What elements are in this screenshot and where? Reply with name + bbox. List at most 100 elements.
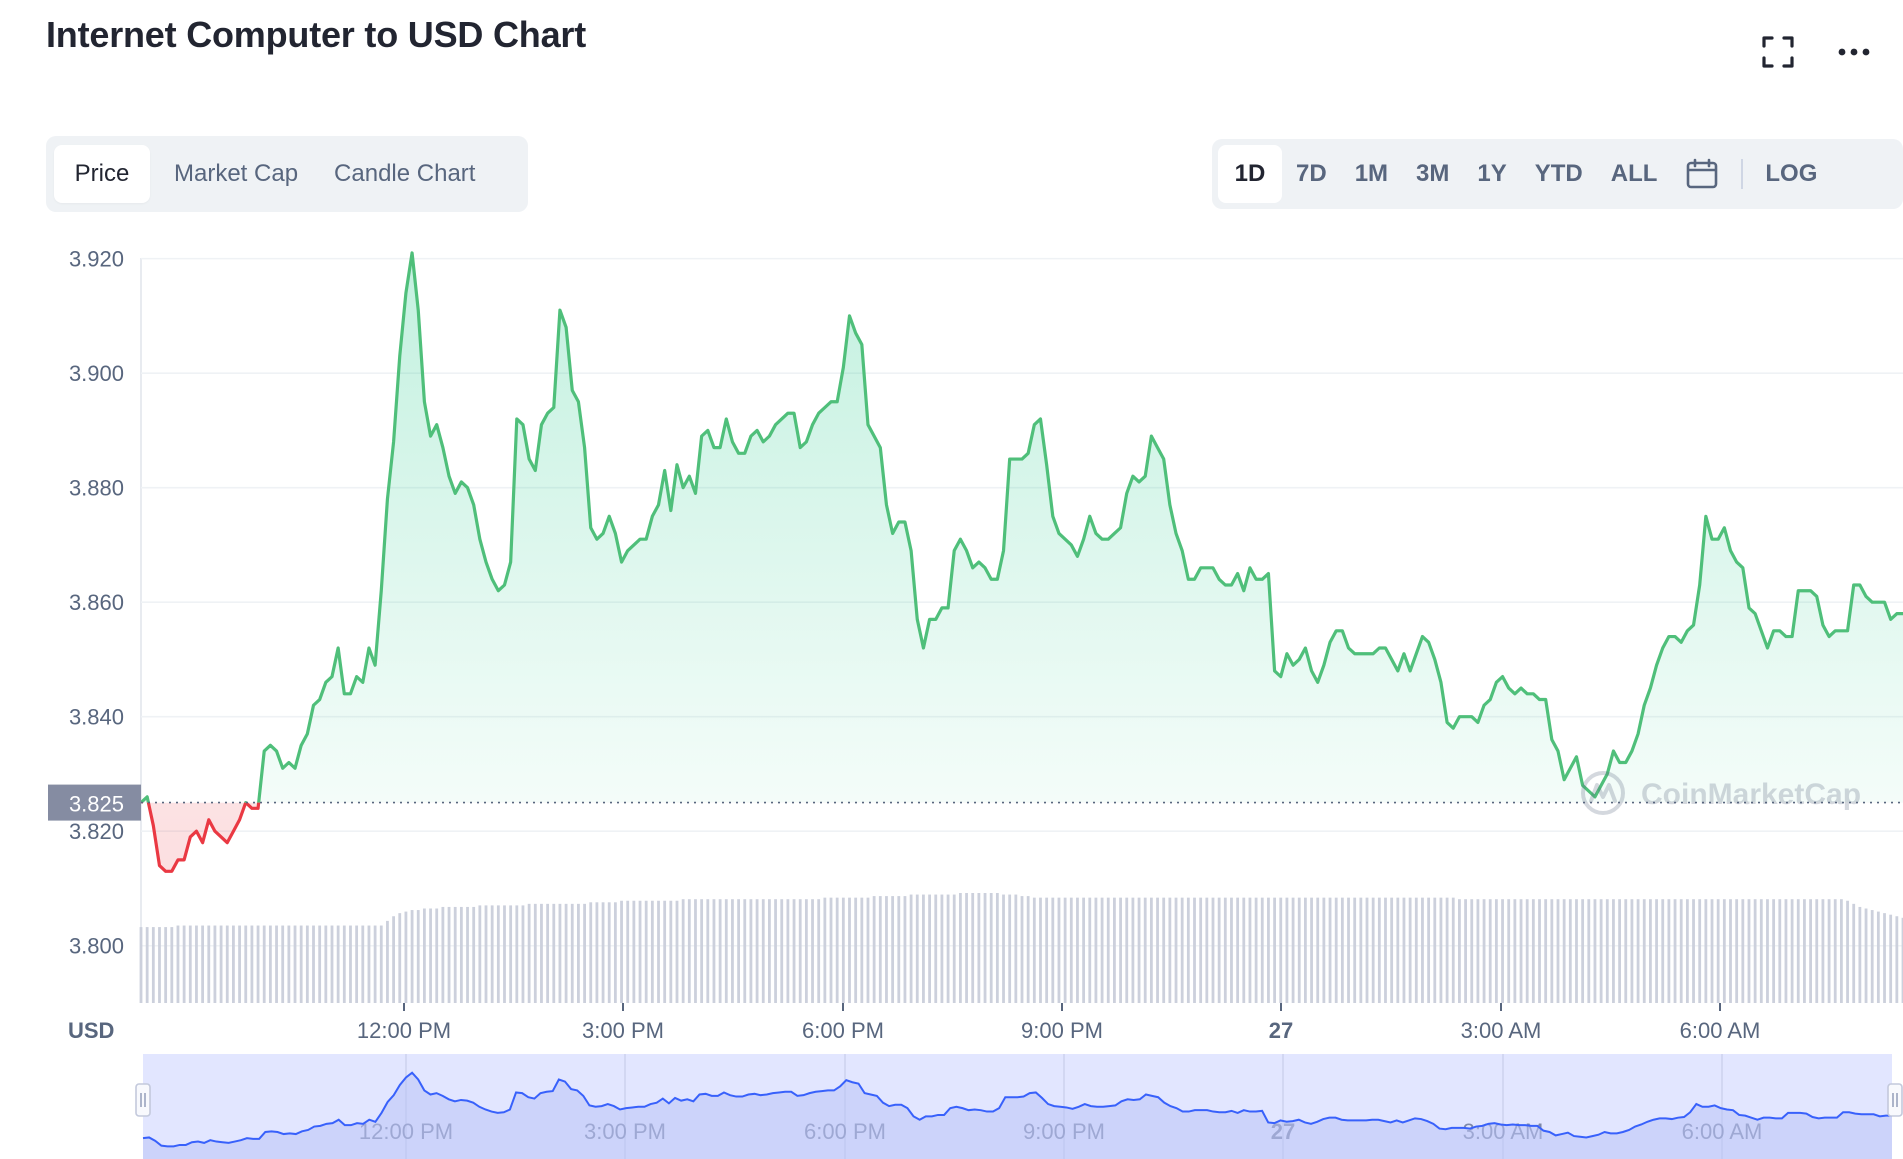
volume-bar bbox=[607, 902, 611, 1003]
volume-bar bbox=[644, 900, 648, 1003]
volume-bar bbox=[546, 903, 550, 1003]
volume-bar bbox=[601, 902, 605, 1003]
volume-bar bbox=[915, 894, 919, 1003]
volume-bar bbox=[1390, 897, 1394, 1003]
page-title: Internet Computer to USD Chart bbox=[46, 14, 587, 55]
range-7d[interactable]: 7D bbox=[1296, 160, 1327, 187]
volume-bar bbox=[829, 897, 833, 1003]
volume-bar bbox=[1199, 897, 1203, 1003]
volume-bar bbox=[515, 905, 519, 1003]
volume-bar bbox=[700, 899, 704, 1003]
volume-bar bbox=[1852, 903, 1856, 1003]
fullscreen-icon[interactable] bbox=[1756, 30, 1800, 74]
navigator-handle-left[interactable] bbox=[135, 1083, 151, 1117]
volume-bar bbox=[1014, 894, 1018, 1003]
volume-bar bbox=[1655, 899, 1658, 1003]
range-1d[interactable]: 1D bbox=[1218, 145, 1282, 203]
more-icon[interactable] bbox=[1832, 30, 1876, 74]
volume-bar bbox=[768, 899, 771, 1003]
volume-bar bbox=[373, 925, 377, 1003]
volume-bar bbox=[1482, 899, 1486, 1003]
volume-bar bbox=[743, 899, 747, 1003]
volume-bar bbox=[1236, 897, 1240, 1003]
volume-bar bbox=[860, 897, 864, 1003]
volume-bar bbox=[583, 903, 586, 1003]
volume-bar bbox=[1322, 897, 1326, 1003]
volume-bar bbox=[355, 925, 359, 1003]
volume-bar bbox=[1501, 899, 1504, 1003]
y-tick-label: 3.860 bbox=[69, 590, 124, 615]
current-price-tag: 3.825 bbox=[48, 784, 141, 821]
volume-bar bbox=[342, 925, 346, 1003]
volume-bar bbox=[1531, 899, 1535, 1003]
tab-candle-chart[interactable]: Candle Chart bbox=[334, 160, 476, 187]
navigator-handle-right[interactable] bbox=[1887, 1083, 1903, 1117]
volume-bar bbox=[958, 893, 962, 1003]
volume-bar bbox=[195, 925, 198, 1003]
volume-bar bbox=[299, 925, 303, 1003]
volume-bar bbox=[330, 925, 334, 1003]
volume-bar bbox=[1297, 897, 1301, 1003]
volume-bar bbox=[1839, 899, 1843, 1003]
volume-bar bbox=[225, 925, 229, 1003]
volume-bar bbox=[324, 925, 328, 1003]
volume-bar bbox=[681, 899, 685, 1003]
volume-bar bbox=[1704, 899, 1708, 1003]
volume-bar bbox=[1310, 897, 1313, 1003]
volume-bar bbox=[1217, 897, 1221, 1003]
watermark-text: CoinMarketCap bbox=[1641, 778, 1861, 811]
x-tick-label: 6:00 AM bbox=[1680, 1018, 1761, 1043]
volume-bar bbox=[1458, 899, 1461, 1003]
volume-bar bbox=[786, 899, 790, 1003]
tab-price[interactable]: Price bbox=[54, 145, 150, 203]
volume-bar bbox=[540, 903, 543, 1003]
volume-bar bbox=[1667, 899, 1671, 1003]
volume-bar bbox=[1223, 897, 1227, 1003]
range-1y[interactable]: 1Y bbox=[1477, 160, 1507, 187]
tab-market-cap[interactable]: Market Cap bbox=[174, 160, 299, 187]
range-tabs: 1D 7D 1M 3M 1Y YTD ALL LOG bbox=[1212, 139, 1903, 209]
volume-bar bbox=[663, 900, 667, 1003]
x-tick-label: 9:00 PM bbox=[1021, 1018, 1103, 1043]
range-1m[interactable]: 1M bbox=[1354, 160, 1389, 187]
volume-bar bbox=[1876, 911, 1880, 1003]
volume-bar bbox=[151, 927, 155, 1003]
volume-bar bbox=[1039, 897, 1042, 1003]
volume-bar bbox=[706, 899, 710, 1003]
volume-bar bbox=[367, 925, 371, 1003]
volume-bar bbox=[589, 902, 593, 1003]
coinmarketcap-watermark: CoinMarketCap bbox=[1581, 771, 1861, 815]
range-all[interactable]: ALL bbox=[1610, 160, 1658, 187]
volume-bar bbox=[638, 900, 642, 1003]
volume-bar bbox=[1556, 899, 1560, 1003]
volume-bar bbox=[1045, 897, 1049, 1003]
volume-bar bbox=[1414, 897, 1418, 1003]
volume-bar bbox=[1759, 899, 1763, 1003]
log-toggle[interactable]: LOG bbox=[1765, 160, 1818, 187]
volume-bar bbox=[1544, 899, 1548, 1003]
volume-bar bbox=[1618, 899, 1622, 1003]
volume-bar bbox=[188, 925, 192, 1003]
volume-bar bbox=[1494, 899, 1498, 1003]
volume-bar bbox=[1778, 899, 1782, 1003]
calendar-icon[interactable] bbox=[1671, 145, 1733, 203]
volume-bar bbox=[1347, 897, 1350, 1003]
x-tick-label: 3:00 AM bbox=[1461, 1018, 1542, 1043]
volume-bar bbox=[1445, 897, 1449, 1003]
volume-bar bbox=[1334, 897, 1338, 1003]
volume-bar bbox=[792, 899, 796, 1003]
current-price-label: 3.825 bbox=[69, 792, 124, 817]
volume-bar bbox=[780, 899, 784, 1003]
range-3m[interactable]: 3M bbox=[1416, 160, 1450, 187]
volume-bar bbox=[1901, 917, 1903, 1003]
volume-bar bbox=[1248, 897, 1252, 1003]
volume-bar bbox=[1858, 906, 1862, 1003]
range-ytd[interactable]: YTD bbox=[1534, 160, 1583, 187]
volume-bar bbox=[1273, 897, 1276, 1003]
volume-bar bbox=[755, 899, 759, 1003]
volume-bar bbox=[718, 899, 722, 1003]
volume-bar bbox=[478, 905, 482, 1003]
volume-bar bbox=[1864, 908, 1868, 1003]
volume-bar bbox=[1384, 897, 1387, 1003]
